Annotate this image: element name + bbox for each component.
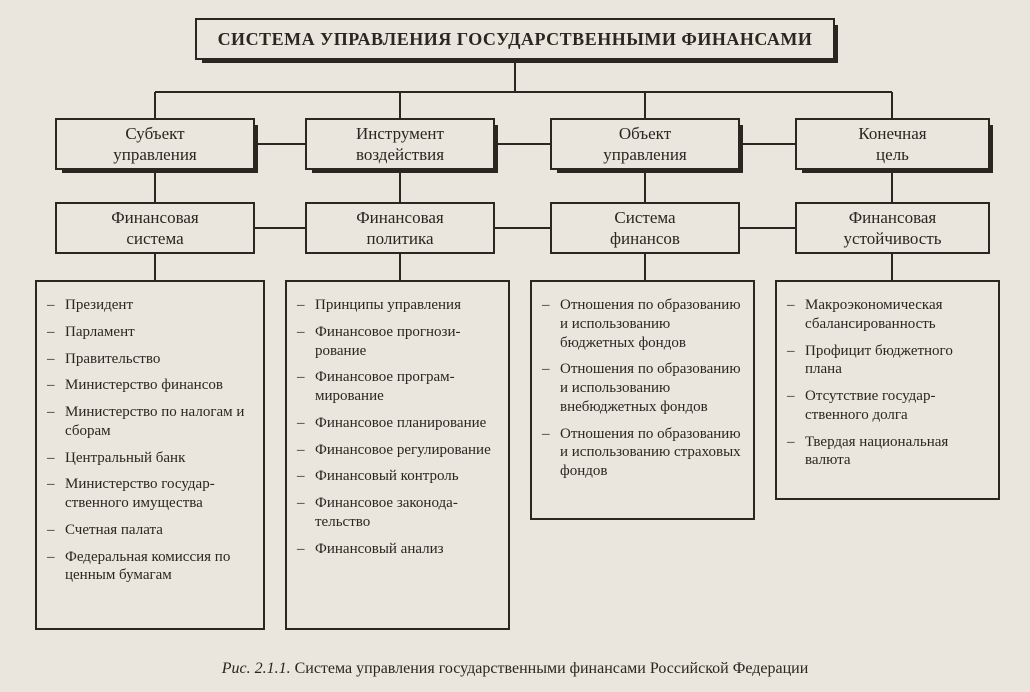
level1-label: Инструментвоздействия	[356, 123, 444, 166]
list-item: Отсутствие государ­ственного долга	[787, 387, 988, 425]
list-item: Финансовый анализ	[297, 540, 498, 559]
level2-box: Системафинансов	[550, 202, 740, 254]
list-item: Финансовое прогнози­рование	[297, 323, 498, 361]
list-item: Парламент	[47, 323, 253, 342]
list-item: Министерство по нало­гам и сборам	[47, 403, 253, 441]
root-title: СИСТЕМА УПРАВЛЕНИЯ ГОСУДАРСТВЕННЫМИ ФИНА…	[218, 28, 813, 51]
items-box: Принципы управления Финансовое прогнози­р…	[285, 280, 510, 630]
list-item: Макроэкономическая сбалансированность	[787, 296, 988, 334]
root-title-box: СИСТЕМА УПРАВЛЕНИЯ ГОСУДАРСТВЕННЫМИ ФИНА…	[195, 18, 835, 60]
list-item: Профицит бюджетного плана	[787, 342, 988, 380]
level1-box: Субъектуправления	[55, 118, 255, 170]
level2-box: Финансоваяустойчивость	[795, 202, 990, 254]
items-box: Макроэкономическая сбалансированность Про…	[775, 280, 1000, 500]
level1-label: Объектуправления	[603, 123, 687, 166]
list-item: Финансовый контроль	[297, 467, 498, 486]
level1-label: Конечнаяцель	[858, 123, 926, 166]
items-box: Отношения по образо­ванию и использовани…	[530, 280, 755, 520]
list-item: Отношения по образо­ванию и использовани…	[542, 296, 743, 352]
level2-label: Финансоваяустойчивость	[843, 207, 941, 250]
level1-label: Субъектуправления	[113, 123, 197, 166]
level2-box: Финансоваяполитика	[305, 202, 495, 254]
items-list: Макроэкономическая сбалансированность Про…	[787, 296, 988, 470]
list-item: Финансовое регулиро­вание	[297, 441, 498, 460]
list-item: Федеральная комиссия по ценным бумагам	[47, 548, 253, 586]
items-list: Президент Парламент Правительство Министерс…	[47, 296, 253, 585]
list-item: Финансовое планирова­ние	[297, 414, 498, 433]
level2-label: Системафинансов	[610, 207, 680, 250]
list-item: Принципы управления	[297, 296, 498, 315]
caption-text: Система управления государственными фина…	[291, 660, 809, 677]
items-list: Принципы управления Финансовое прогнози­р…	[297, 296, 498, 558]
list-item: Твердая национальная валюта	[787, 433, 988, 471]
list-item: Президент	[47, 296, 253, 315]
level1-box: Конечнаяцель	[795, 118, 990, 170]
level2-label: Финансоваясистема	[111, 207, 198, 250]
list-item: Отношения по образо­ванию и использовани…	[542, 360, 743, 416]
items-list: Отношения по образо­ванию и использовани…	[542, 296, 743, 481]
list-item: Финансовое програм­мирование	[297, 368, 498, 406]
level2-label: Финансоваяполитика	[356, 207, 443, 250]
items-box: Президент Парламент Правительство Министерс…	[35, 280, 265, 630]
figure-caption: Рис. 2.1.1. Система управления государст…	[0, 660, 1030, 678]
list-item: Министерство финансов	[47, 376, 253, 395]
list-item: Счетная палата	[47, 521, 253, 540]
list-item: Финансовое законода­тельство	[297, 494, 498, 532]
level2-box: Финансоваясистема	[55, 202, 255, 254]
list-item: Министерство государ­ственного имущества	[47, 475, 253, 513]
level1-box: Объектуправления	[550, 118, 740, 170]
list-item: Центральный банк	[47, 449, 253, 468]
list-item: Отношения по образо­ванию и использовани…	[542, 425, 743, 481]
level1-box: Инструментвоздействия	[305, 118, 495, 170]
list-item: Правительство	[47, 350, 253, 369]
caption-prefix: Рис. 2.1.1.	[222, 660, 291, 677]
